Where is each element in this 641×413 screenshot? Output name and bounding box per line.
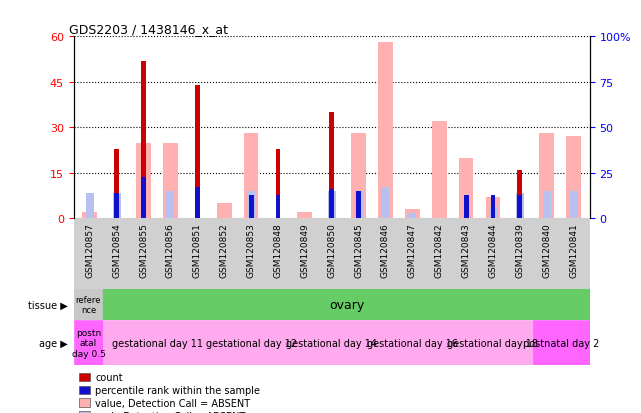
Text: ovary: ovary (329, 298, 364, 311)
Bar (356, 192, 361, 219)
Bar (566, 137, 581, 219)
Bar (74, 289, 103, 320)
Bar (378, 43, 393, 219)
Bar (517, 171, 522, 219)
Bar (141, 177, 146, 219)
Bar (83, 213, 97, 219)
Legend: count, percentile rank within the sample, value, Detection Call = ABSENT, rank, : count, percentile rank within the sample… (79, 373, 260, 413)
Text: GSM120840: GSM120840 (542, 222, 551, 277)
Bar (539, 134, 554, 219)
Text: GSM120850: GSM120850 (327, 222, 337, 277)
Bar (114, 149, 119, 219)
Bar (543, 192, 551, 219)
Bar (297, 213, 312, 219)
Bar (486, 198, 501, 219)
Text: gestational day 14: gestational day 14 (287, 338, 377, 348)
Text: tissue ▶: tissue ▶ (28, 299, 67, 310)
Bar (114, 193, 119, 219)
Bar (249, 195, 253, 219)
Bar (372, 320, 453, 366)
Text: GSM120841: GSM120841 (569, 222, 578, 277)
Bar (217, 204, 231, 219)
Bar (329, 190, 334, 219)
Bar (354, 192, 363, 219)
Bar (86, 193, 94, 219)
Bar (167, 192, 174, 219)
Text: postn
atal
day 0.5: postn atal day 0.5 (72, 328, 105, 358)
Text: GSM120839: GSM120839 (515, 222, 524, 277)
Text: GSM120856: GSM120856 (166, 222, 175, 277)
Bar (463, 195, 469, 219)
Bar (211, 320, 292, 366)
Text: gestational day 18: gestational day 18 (447, 338, 538, 348)
Text: postnatal day 2: postnatal day 2 (523, 338, 600, 348)
Bar (244, 134, 258, 219)
Bar (432, 122, 447, 219)
Bar (292, 320, 372, 366)
Bar (141, 62, 146, 219)
Bar (329, 113, 334, 219)
Bar (195, 188, 200, 219)
Text: GSM120855: GSM120855 (139, 222, 148, 277)
Bar (276, 195, 280, 219)
Text: GDS2203 / 1438146_x_at: GDS2203 / 1438146_x_at (69, 23, 228, 36)
Bar (408, 214, 417, 219)
Text: refere
nce: refere nce (76, 295, 101, 314)
Text: GSM120847: GSM120847 (408, 222, 417, 277)
Bar (533, 320, 590, 366)
Bar (490, 195, 495, 219)
Bar (163, 143, 178, 219)
Bar (136, 143, 151, 219)
Bar (351, 134, 366, 219)
Text: GSM120844: GSM120844 (488, 222, 497, 277)
Text: GSM120851: GSM120851 (193, 222, 202, 277)
Text: GSM120845: GSM120845 (354, 222, 363, 277)
Text: GSM120842: GSM120842 (435, 222, 444, 277)
Bar (113, 193, 121, 219)
Text: gestational day 11: gestational day 11 (112, 338, 203, 348)
Text: GSM120854: GSM120854 (112, 222, 121, 277)
Text: GSM120857: GSM120857 (85, 222, 94, 277)
Bar (570, 192, 578, 219)
Bar (247, 192, 255, 219)
Bar (74, 320, 103, 366)
Bar (195, 85, 200, 219)
Text: GSM120843: GSM120843 (462, 222, 470, 277)
Text: GSM120852: GSM120852 (220, 222, 229, 277)
Bar (489, 208, 497, 219)
Text: gestational day 12: gestational day 12 (206, 338, 297, 348)
Text: gestational day 16: gestational day 16 (367, 338, 458, 348)
Bar (453, 320, 533, 366)
Text: GSM120846: GSM120846 (381, 222, 390, 277)
Bar (328, 192, 336, 219)
Bar (103, 320, 211, 366)
Text: GSM120849: GSM120849 (301, 222, 310, 277)
Text: age ▶: age ▶ (38, 338, 67, 348)
Text: GSM120848: GSM120848 (274, 222, 283, 277)
Bar (517, 195, 522, 219)
Bar (516, 193, 524, 219)
Bar (381, 188, 390, 219)
Text: GSM120853: GSM120853 (247, 222, 256, 277)
Bar (276, 149, 280, 219)
Bar (405, 210, 420, 219)
Bar (459, 158, 474, 219)
